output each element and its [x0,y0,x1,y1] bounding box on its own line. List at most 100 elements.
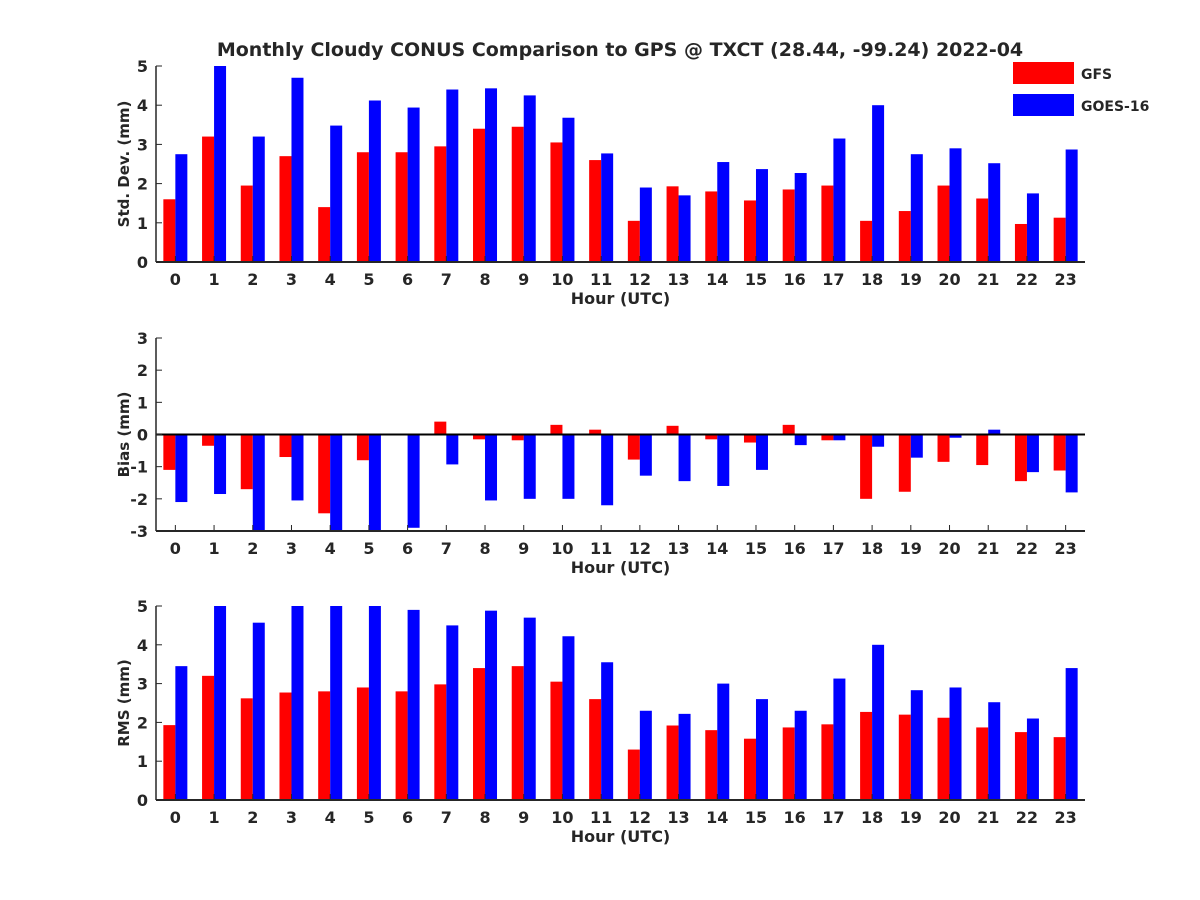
std-dev-bar-gfs-6 [395,152,408,262]
std-dev-x-tick-label: 18 [861,270,883,289]
std-dev-x-tick-label: 19 [900,270,922,289]
bias-x-tick-label: 22 [1016,539,1038,558]
bias-x-tick-label: 13 [667,539,689,558]
rms-bar-goes-16-14 [717,683,730,800]
rms-x-tick-label: 14 [706,808,728,827]
bias-bar-gfs-11 [589,429,602,435]
legend-swatch-gfs [1013,62,1074,84]
bias-x-tick-label: 12 [629,539,651,558]
bias-bar-gfs-9 [511,434,524,441]
rms-x-tick-label: 8 [479,808,490,827]
bias-bar-gfs-3 [279,434,292,458]
std-dev-bar-goes-16-14 [717,162,730,262]
std-dev-y-tick-label: 0 [137,253,148,272]
std-dev-x-tick-label: 21 [977,270,999,289]
bias-x-tick-label: 5 [363,539,374,558]
rms-x-tick-label: 10 [551,808,573,827]
bias-x-tick-label: 20 [938,539,960,558]
rms-bar-gfs-14 [705,730,718,800]
std-dev-bar-gfs-0 [163,199,176,262]
bias-x-tick-label: 6 [402,539,413,558]
bias-bar-gfs-1 [202,434,215,446]
rms-bar-gfs-8 [473,668,486,800]
rms-bar-goes-16-2 [252,622,265,800]
std-dev-bar-goes-16-0 [175,154,188,262]
std-dev-x-tick-label: 9 [518,270,529,289]
bias-x-tick-label: 14 [706,539,728,558]
bias-x-tick-label: 7 [441,539,452,558]
rms-bar-gfs-11 [589,699,602,800]
std-dev-bar-goes-16-16 [794,173,807,262]
rms-x-tick-label: 9 [518,808,529,827]
rms-bar-gfs-19 [898,714,911,800]
std-dev-x-tick-label: 6 [402,270,413,289]
bias-x-axis-label: Hour (UTC) [571,558,671,577]
rms-bar-gfs-2 [240,698,253,800]
std-dev-x-tick-label: 17 [822,270,844,289]
bias-bar-goes-16-10 [562,434,575,499]
std-dev-bar-goes-16-11 [601,153,614,262]
rms-x-tick-label: 12 [629,808,651,827]
std-dev-x-tick-label: 11 [590,270,612,289]
std-dev-x-tick-label: 15 [745,270,767,289]
std-dev-bar-goes-16-23 [1065,149,1078,262]
chart-title: Monthly Cloudy CONUS Comparison to GPS @… [217,39,1023,61]
bias-x-tick-label: 11 [590,539,612,558]
bias-bar-goes-16-19 [910,434,923,458]
std-dev-y-tick-label: 1 [137,214,148,233]
std-dev-bar-gfs-9 [511,126,524,262]
bias-x-tick-label: 19 [900,539,922,558]
bias-bar-goes-16-15 [755,434,768,470]
rms-bar-goes-16-9 [523,617,536,800]
rms-bar-goes-16-21 [988,702,1001,800]
bias-x-tick-label: 15 [745,539,767,558]
bias-bar-goes-16-22 [1026,434,1039,473]
bias-bar-goes-16-16 [794,434,807,446]
bias-bar-goes-16-0 [175,434,188,503]
bias-y-tick-label: -2 [130,490,148,509]
rms-x-tick-label: 23 [1055,808,1077,827]
rms-x-tick-label: 17 [822,808,844,827]
rms-bar-gfs-23 [1053,737,1066,800]
std-dev-x-tick-label: 1 [208,270,219,289]
rms-x-tick-label: 15 [745,808,767,827]
rms-bar-gfs-16 [782,727,795,800]
std-dev-bar-gfs-10 [550,142,563,262]
rms-bar-goes-16-16 [794,710,807,800]
bias-x-tick-label: 2 [247,539,258,558]
std-dev-bar-gfs-12 [627,220,640,262]
bias-bar-gfs-10 [550,424,563,435]
std-dev-bar-gfs-4 [318,207,331,262]
bias-bar-gfs-7 [434,421,447,435]
std-dev-bar-goes-16-17 [833,138,846,262]
rms-x-tick-label: 6 [402,808,413,827]
bias-bar-goes-16-23 [1065,434,1078,493]
std-dev-x-tick-label: 13 [667,270,689,289]
rms-x-tick-label: 7 [441,808,452,827]
std-dev-x-tick-label: 8 [479,270,490,289]
rms-bar-gfs-10 [550,681,563,800]
bias-bar-goes-16-2 [252,434,265,531]
rms-bar-goes-16-12 [639,710,652,800]
bias-bar-goes-16-14 [717,434,730,486]
rms-x-tick-label: 16 [784,808,806,827]
bias-bar-gfs-18 [860,434,873,499]
bias-x-tick-label: 21 [977,539,999,558]
rms-bar-goes-16-6 [407,609,420,800]
std-dev-x-tick-label: 14 [706,270,728,289]
rms-bar-goes-16-18 [872,644,885,800]
rms-bar-gfs-21 [976,727,989,800]
bias-bar-goes-16-11 [601,434,614,506]
bias-bar-gfs-8 [473,434,486,440]
rms-x-tick-label: 5 [363,808,374,827]
bias-bar-goes-16-4 [330,434,343,531]
std-dev-bar-goes-16-20 [949,148,962,262]
std-dev-x-tick-label: 16 [784,270,806,289]
rms-bar-gfs-9 [511,666,524,800]
rms-bar-goes-16-22 [1026,718,1039,800]
bias-bar-goes-16-20 [949,434,962,438]
rms-bar-goes-16-0 [175,666,188,800]
